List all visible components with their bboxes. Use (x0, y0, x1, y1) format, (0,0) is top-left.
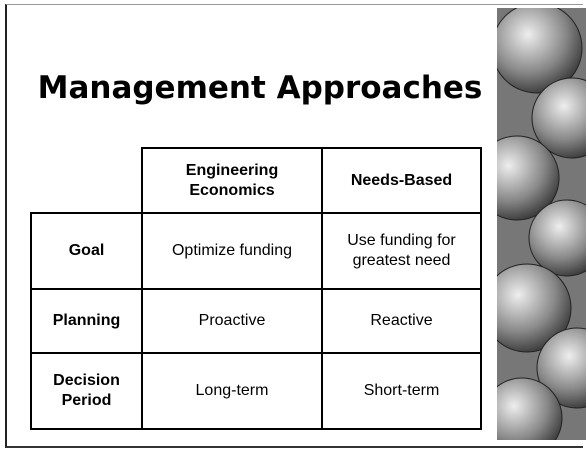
table-cell: Short-term (321, 352, 482, 430)
row-header: Goal (30, 212, 143, 290)
column-header: Needs-Based (321, 147, 482, 214)
slide-frame (5, 4, 583, 448)
table-row: Planning Proactive Reactive (30, 288, 482, 354)
row-header: Decision Period (30, 352, 143, 430)
comparison-table: Engineering Economics Needs-Based Goal Op… (30, 147, 482, 430)
table-cell: Long-term (141, 352, 323, 430)
column-header: Engineering Economics (141, 147, 323, 214)
table-cell: Proactive (141, 288, 323, 354)
table-row: Goal Optimize funding Use funding for grea… (30, 212, 482, 290)
corner-cell (31, 148, 143, 214)
slide-title: Management Approaches (37, 70, 483, 106)
coin-image (497, 8, 586, 440)
table-body: Goal Optimize funding Use funding for grea… (30, 212, 482, 430)
table-cell: Optimize funding (141, 212, 323, 290)
row-header: Planning (30, 288, 143, 354)
table-cell: Reactive (321, 288, 482, 354)
table-cell: Use funding for greatest need (321, 212, 482, 290)
table-row: Decision Period Long-term Short-term (30, 352, 482, 430)
